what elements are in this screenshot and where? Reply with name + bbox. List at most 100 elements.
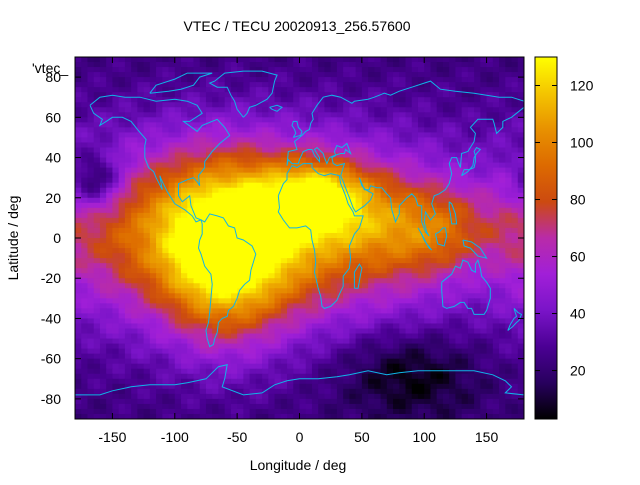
heatmap-cell <box>405 283 413 289</box>
heatmap-cell <box>137 217 145 224</box>
heatmap-cell <box>361 328 369 335</box>
heatmap-cell <box>156 102 163 108</box>
heatmap-cell <box>405 298 413 304</box>
heatmap-cell <box>449 398 457 405</box>
heatmap-cell <box>424 157 432 164</box>
heatmap-cell <box>81 227 89 234</box>
heatmap-cell <box>467 393 475 400</box>
heatmap-cell <box>492 243 500 249</box>
heatmap-cell <box>330 182 338 189</box>
heatmap-cell <box>280 232 288 239</box>
heatmap-cell <box>336 338 344 345</box>
heatmap-cell <box>517 62 524 68</box>
heatmap-cell <box>249 263 257 269</box>
heatmap-cell <box>124 288 132 294</box>
heatmap-cell <box>243 278 251 284</box>
heatmap-cell <box>280 77 288 83</box>
heatmap-cell <box>424 263 432 269</box>
heatmap-cell <box>199 132 207 139</box>
heatmap-cell <box>474 192 481 199</box>
heatmap-cell <box>149 318 157 325</box>
heatmap-cell <box>330 92 338 98</box>
heatmap-cell <box>330 177 338 184</box>
heatmap-cell <box>274 82 282 88</box>
heatmap-cell <box>237 147 244 154</box>
heatmap-cell <box>187 177 195 184</box>
heatmap-cell <box>442 383 450 390</box>
heatmap-cell <box>181 328 188 335</box>
heatmap-cell <box>480 358 488 365</box>
heatmap-cell <box>75 283 82 289</box>
heatmap-cell <box>262 222 269 229</box>
heatmap-cell <box>299 122 307 128</box>
heatmap-cell <box>168 308 176 315</box>
heatmap-cell <box>212 393 220 400</box>
heatmap-cell <box>336 147 344 154</box>
heatmap-cell <box>405 308 413 315</box>
heatmap-cell <box>143 72 151 78</box>
heatmap-cell <box>106 373 114 380</box>
heatmap-cell <box>255 293 263 299</box>
heatmap-cell <box>417 127 425 134</box>
heatmap-cell <box>255 393 263 400</box>
heatmap-cell <box>417 67 425 73</box>
heatmap-cell <box>436 248 444 254</box>
heatmap-cell <box>274 368 282 375</box>
heatmap-cell <box>181 112 188 118</box>
heatmap-cell <box>349 192 357 199</box>
heatmap-cell <box>336 62 344 68</box>
heatmap-cell <box>168 122 176 128</box>
heatmap-cell <box>430 182 438 189</box>
heatmap-cell <box>81 97 89 103</box>
heatmap-cell <box>305 383 313 390</box>
heatmap-cell <box>386 273 394 279</box>
heatmap-cell <box>187 142 195 149</box>
heatmap-cell <box>436 82 444 88</box>
heatmap-cell <box>330 263 338 269</box>
heatmap-cell <box>343 222 350 229</box>
heatmap-cell <box>417 222 425 229</box>
heatmap-cell <box>368 232 375 239</box>
heatmap-cell <box>287 263 294 269</box>
heatmap-cell <box>255 388 263 395</box>
heatmap-cell <box>318 207 326 214</box>
heatmap-cell <box>455 192 463 199</box>
heatmap-cell <box>305 117 313 123</box>
heatmap-cell <box>324 348 332 355</box>
heatmap-cell <box>81 373 89 380</box>
heatmap-cell <box>449 227 457 234</box>
heatmap-cell <box>480 172 488 179</box>
heatmap-cell <box>143 122 151 128</box>
heatmap-cell <box>112 308 120 315</box>
heatmap-cell <box>492 167 500 174</box>
heatmap-cell <box>330 238 338 244</box>
heatmap-cell <box>424 343 432 350</box>
heatmap-cell <box>199 398 207 405</box>
heatmap-cell <box>212 92 220 98</box>
heatmap-cell <box>99 82 107 88</box>
heatmap-cell <box>411 248 419 254</box>
heatmap-cell <box>436 238 444 244</box>
heatmap-cell <box>393 278 400 284</box>
heatmap-cell <box>305 222 313 229</box>
heatmap-cell <box>237 127 244 134</box>
heatmap-cell <box>380 82 388 88</box>
heatmap-cell <box>174 62 182 68</box>
heatmap-cell <box>287 152 294 159</box>
heatmap-cell <box>168 207 176 214</box>
heatmap-cell <box>205 102 213 108</box>
heatmap-cell <box>118 268 126 274</box>
heatmap-cell <box>417 368 425 375</box>
heatmap-cell <box>486 117 494 123</box>
heatmap-cell <box>424 227 432 234</box>
heatmap-cell <box>162 217 170 224</box>
heatmap-cell <box>368 142 375 149</box>
heatmap-cell <box>343 162 350 169</box>
heatmap-cell <box>361 298 369 304</box>
heatmap-cell <box>249 313 257 320</box>
heatmap-cell <box>156 232 163 239</box>
heatmap-cell <box>380 167 388 174</box>
heatmap-cell <box>149 137 157 144</box>
heatmap-cell <box>174 378 182 385</box>
heatmap-cell <box>181 298 188 304</box>
